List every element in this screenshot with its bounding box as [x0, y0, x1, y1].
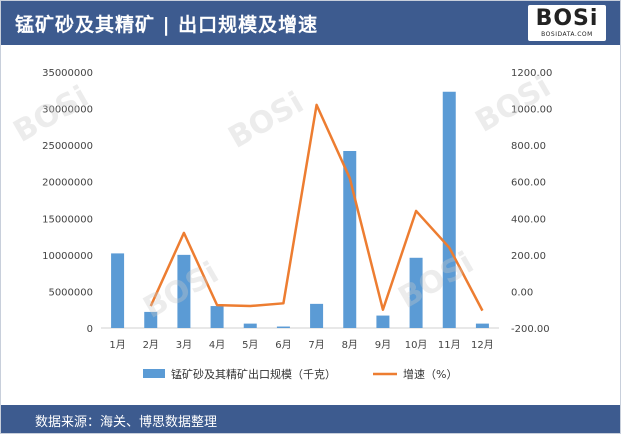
bar	[409, 257, 423, 328]
bar	[243, 323, 257, 328]
right-tick-label: 800.00	[511, 141, 546, 152]
x-tick-label: 11月	[438, 339, 461, 351]
right-tick-label: 1000.00	[511, 105, 552, 116]
x-tick-label: 3月	[176, 339, 192, 351]
x-tick-label: 9月	[375, 339, 391, 351]
bar	[111, 253, 125, 328]
left-tick-label: 25000000	[42, 141, 93, 152]
left-tick-label: 15000000	[42, 214, 93, 225]
right-tick-label: 200.00	[511, 251, 546, 262]
x-tick-label: 2月	[143, 339, 159, 351]
x-tick-label: 12月	[471, 339, 494, 351]
left-tick-label: 20000000	[42, 178, 93, 189]
legend-line-label: 增速（%）	[403, 367, 457, 381]
x-tick-label: 4月	[209, 339, 225, 351]
footer-bar: 数据来源：海关、博思数据整理	[1, 405, 620, 433]
right-tick-label: 1200.00	[511, 68, 552, 79]
legend-bar-label: 锰矿砂及其精矿出口规模（千克）	[171, 367, 336, 381]
logo-brand: BOSi	[535, 6, 599, 31]
bar	[144, 311, 158, 328]
x-tick-label: 10月	[405, 339, 428, 351]
chart-title: 锰矿砂及其精矿 | 出口规模及增速	[15, 14, 319, 36]
right-tick-label: 400.00	[511, 214, 546, 225]
x-tick-label: 8月	[342, 339, 358, 351]
x-tick-label: 5月	[242, 339, 258, 351]
bar	[376, 315, 390, 328]
bar	[310, 303, 324, 328]
bar	[276, 326, 290, 328]
left-tick-label: 0	[87, 324, 93, 335]
x-tick-label: 6月	[275, 339, 291, 351]
left-tick-label: 10000000	[42, 251, 93, 262]
bosi-logo: BOSi BOSIDATA.COM	[528, 5, 606, 41]
left-tick-label: 35000000	[42, 68, 93, 79]
x-tick-label: 1月	[109, 339, 125, 351]
bar	[177, 254, 191, 328]
left-tick-label: 5000000	[48, 287, 93, 298]
combo-chart: 0 5000000 10000000 15000000 20000000 25000000…	[42, 68, 552, 381]
right-tick-label: 0.00	[511, 287, 533, 298]
right-tick-label: 600.00	[511, 178, 546, 189]
logo-url: BOSIDATA.COM	[541, 31, 593, 38]
legend-bar-swatch	[143, 369, 165, 378]
bar	[475, 323, 489, 328]
data-source: 数据来源：海关、博思数据整理	[35, 415, 218, 430]
header-bar: 锰矿砂及其精矿 | 出口规模及增速 BOSi BOSIDATA.COM	[1, 1, 620, 45]
x-tick-label: 7月	[308, 339, 324, 351]
growth-line	[149, 103, 484, 312]
right-tick-label: -200.00	[511, 324, 550, 335]
left-tick-label: 30000000	[42, 105, 93, 116]
bar	[442, 91, 456, 329]
bar	[210, 306, 224, 328]
